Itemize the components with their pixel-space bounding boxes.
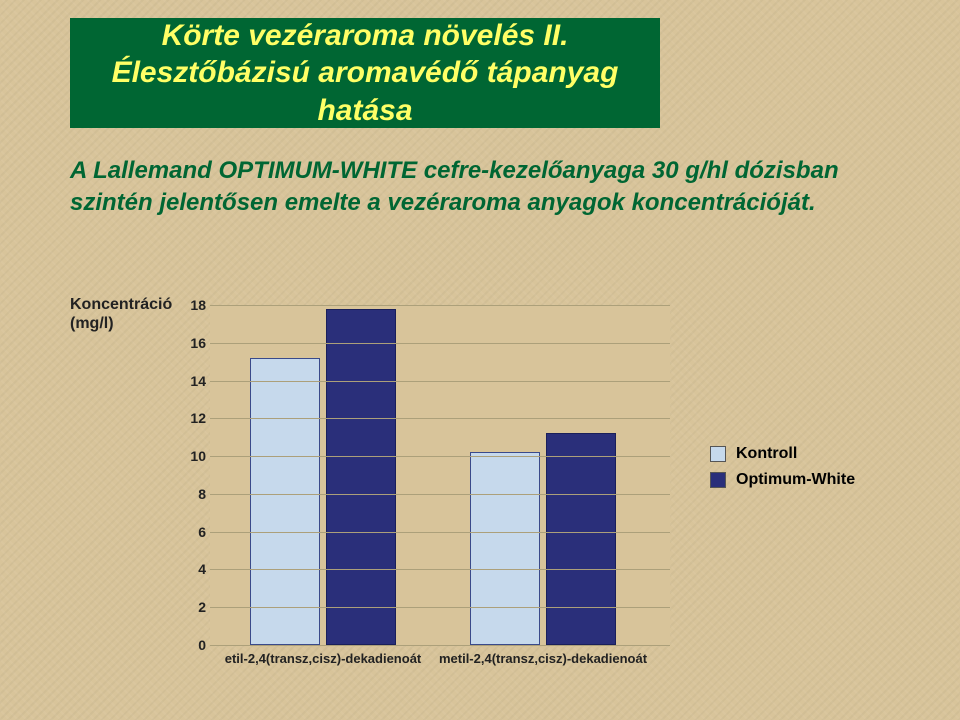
- legend-item-kontroll: Kontroll: [710, 445, 855, 463]
- y-tick: 10: [166, 448, 206, 464]
- chart: Koncentráció (mg/l) 0 2 4 6 8 10 12 14 16 18 etil…: [70, 295, 890, 695]
- gridline: [210, 418, 670, 419]
- y-tick: 6: [166, 524, 206, 540]
- legend-label-kontroll: Kontroll: [736, 445, 797, 463]
- bar-optimum: [546, 433, 616, 645]
- bar-optimum: [326, 309, 396, 645]
- title-line-2: Élesztőbázisú aromavédő tápanyag hatása: [90, 54, 640, 129]
- body-paragraph: A Lallemand OPTIMUM-WHITE cefre-kezelőan…: [70, 155, 890, 220]
- legend-swatch-optimum: [710, 472, 726, 488]
- legend-item-optimum: Optimum-White: [710, 471, 855, 489]
- ylabel-line1: Koncentráció: [70, 296, 172, 313]
- gridline: [210, 456, 670, 457]
- gridline: [210, 343, 670, 344]
- y-tick: 12: [166, 410, 206, 426]
- x-axis-label: metil-2,4(transz,cisz)-dekadienoát: [433, 651, 653, 666]
- bar-kontroll: [470, 452, 540, 645]
- y-tick: 2: [166, 599, 206, 615]
- title-line-1: Körte vezéraroma növelés II.: [162, 17, 569, 55]
- body-prefix: A Lallemand: [70, 157, 218, 184]
- ylabel-line2: (mg/l): [70, 315, 114, 332]
- title-box: Körte vezéraroma növelés II. Élesztőbázi…: [70, 18, 660, 128]
- y-tick: 18: [166, 297, 206, 313]
- y-tick: 16: [166, 335, 206, 351]
- gridline: [210, 607, 670, 608]
- legend-label-optimum: Optimum-White: [736, 471, 855, 489]
- bars-layer: [210, 305, 670, 645]
- gridline: [210, 381, 670, 382]
- body-optimum-name: OPTIMUM-WHITE: [218, 157, 417, 184]
- legend: Kontroll Optimum-White: [710, 445, 855, 497]
- y-tick: 8: [166, 486, 206, 502]
- gridline: [210, 305, 670, 306]
- x-axis-label: etil-2,4(transz,cisz)-dekadienoát: [213, 651, 433, 666]
- y-tick: 4: [166, 561, 206, 577]
- gridline: [210, 532, 670, 533]
- y-tick: 0: [166, 637, 206, 653]
- gridline: [210, 569, 670, 570]
- y-tick: 14: [166, 373, 206, 389]
- legend-swatch-kontroll: [710, 446, 726, 462]
- plot-area: [210, 305, 670, 645]
- bar-kontroll: [250, 358, 320, 645]
- gridline: [210, 494, 670, 495]
- gridline: [210, 645, 670, 646]
